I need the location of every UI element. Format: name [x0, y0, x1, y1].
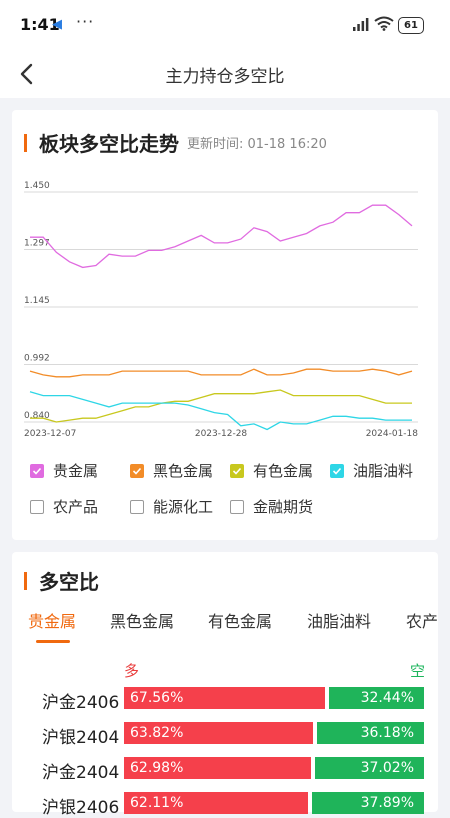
y-tick-label: 1.145	[24, 296, 50, 306]
ratio-title: 多空比	[39, 570, 99, 594]
trend-section-title: 板块多空比走势 更新时间: 01-18 16:20	[24, 128, 327, 157]
category-tabs: 贵金属 黑色金属 有色金属 油脂油料 农产	[12, 608, 438, 644]
legend-label: 黑色金属	[153, 462, 214, 480]
short-header: 空	[410, 662, 426, 680]
trend-title: 板块多空比走势	[39, 132, 179, 156]
checkbox-empty-icon[interactable]	[230, 499, 244, 514]
series-line-油脂油料	[29, 391, 412, 431]
ratio-card: 多空比 贵金属 黑色金属 有色金属 油脂油料 农产 多 空 沪金2406 67.56% 32…	[12, 552, 438, 818]
back-arrow-icon[interactable]	[14, 60, 42, 88]
trend-card: 板块多空比走势 更新时间: 01-18 16:20 1.450 1.297 1.14…	[12, 110, 438, 540]
legend-item[interactable]: 油脂油料	[330, 460, 413, 481]
legend-item[interactable]: 能源化工	[130, 496, 213, 517]
page-title: 主力持仓多空比	[165, 67, 285, 87]
ratio-row[interactable]: 沪金2404 62.98% 37.02%	[12, 757, 438, 783]
long-bar: 62.11%	[124, 792, 308, 814]
legend-item[interactable]: 有色金属	[230, 460, 313, 481]
update-time: 更新时间: 01-18 16:20	[187, 137, 327, 152]
legend-item[interactable]: 农产品	[30, 496, 98, 517]
contract-name: 沪金2404	[42, 763, 120, 783]
title-accent-bar	[24, 571, 27, 590]
location-icon: ◀	[52, 17, 62, 32]
contract-name: 沪金2406	[42, 693, 120, 713]
long-header: 多	[124, 662, 140, 680]
nav-bar: 主力持仓多空比	[0, 50, 450, 98]
checkbox-checked-icon[interactable]	[330, 463, 344, 478]
ratio-row[interactable]: 沪银2406 62.11% 37.89%	[12, 792, 438, 818]
tab-油脂油料[interactable]: 油脂油料	[307, 612, 372, 631]
y-tick-label: 1.297	[24, 239, 50, 249]
tab-贵金属[interactable]: 贵金属	[28, 612, 77, 631]
short-bar: 36.18%	[317, 722, 424, 744]
series-line-有色金属	[30, 389, 412, 423]
checkbox-checked-icon[interactable]	[230, 463, 244, 478]
y-tick-label: 0.840	[24, 411, 50, 421]
ratio-row[interactable]: 沪银2404 63.82% 36.18%	[12, 722, 438, 748]
tab-农产[interactable]: 农产	[406, 612, 438, 631]
contract-name: 沪银2406	[42, 798, 120, 818]
y-tick-label: 0.992	[24, 354, 50, 364]
checkbox-empty-icon[interactable]	[30, 499, 44, 514]
y-tick-label: 1.450	[24, 181, 50, 191]
legend-label: 农产品	[53, 498, 99, 516]
more-notifications-icon: ···	[76, 12, 95, 31]
checkbox-empty-icon[interactable]	[130, 499, 144, 514]
ratio-row[interactable]: 沪金2406 67.56% 32.44%	[12, 687, 438, 713]
x-tick-label: 2023-12-28	[195, 429, 248, 439]
tab-黑色金属[interactable]: 黑色金属	[110, 612, 175, 631]
active-tab-indicator	[36, 640, 70, 643]
short-bar: 32.44%	[329, 687, 424, 709]
series-line-贵金属	[30, 204, 413, 269]
series-line-黑色金属	[29, 368, 413, 378]
signal-icon	[353, 18, 369, 31]
status-time: 1:41	[20, 15, 60, 34]
short-bar: 37.89%	[312, 792, 424, 814]
trend-line-chart[interactable]: 1.450 1.297 1.145 0.992 0.840 2023-12-07 2023-…	[12, 170, 438, 450]
title-accent-bar	[24, 133, 27, 152]
battery-icon: 61	[398, 17, 424, 34]
short-bar: 37.02%	[315, 757, 424, 779]
legend-label: 金融期货	[253, 498, 314, 516]
legend-item[interactable]: 金融期货	[230, 496, 313, 517]
tab-有色金属[interactable]: 有色金属	[208, 612, 273, 631]
legend-label: 能源化工	[153, 498, 214, 516]
legend-label: 贵金属	[53, 462, 99, 480]
long-bar: 62.98%	[124, 757, 311, 779]
long-bar: 67.56%	[124, 687, 325, 709]
x-tick-label: 2023-12-07	[24, 429, 76, 439]
legend-label: 有色金属	[253, 462, 314, 480]
checkbox-checked-icon[interactable]	[30, 463, 44, 478]
wifi-icon	[374, 16, 394, 31]
legend-label: 油脂油料	[353, 462, 414, 480]
status-bar: 1:41 ◀ ··· 61	[0, 0, 450, 50]
legend-item[interactable]: 黑色金属	[130, 460, 213, 481]
ratio-section-title: 多空比	[24, 566, 99, 595]
legend-item[interactable]: 贵金属	[30, 460, 98, 481]
long-bar: 63.82%	[124, 722, 313, 744]
x-tick-label: 2024-01-18	[366, 429, 419, 439]
checkbox-checked-icon[interactable]	[130, 463, 144, 478]
contract-name: 沪银2404	[42, 728, 120, 748]
